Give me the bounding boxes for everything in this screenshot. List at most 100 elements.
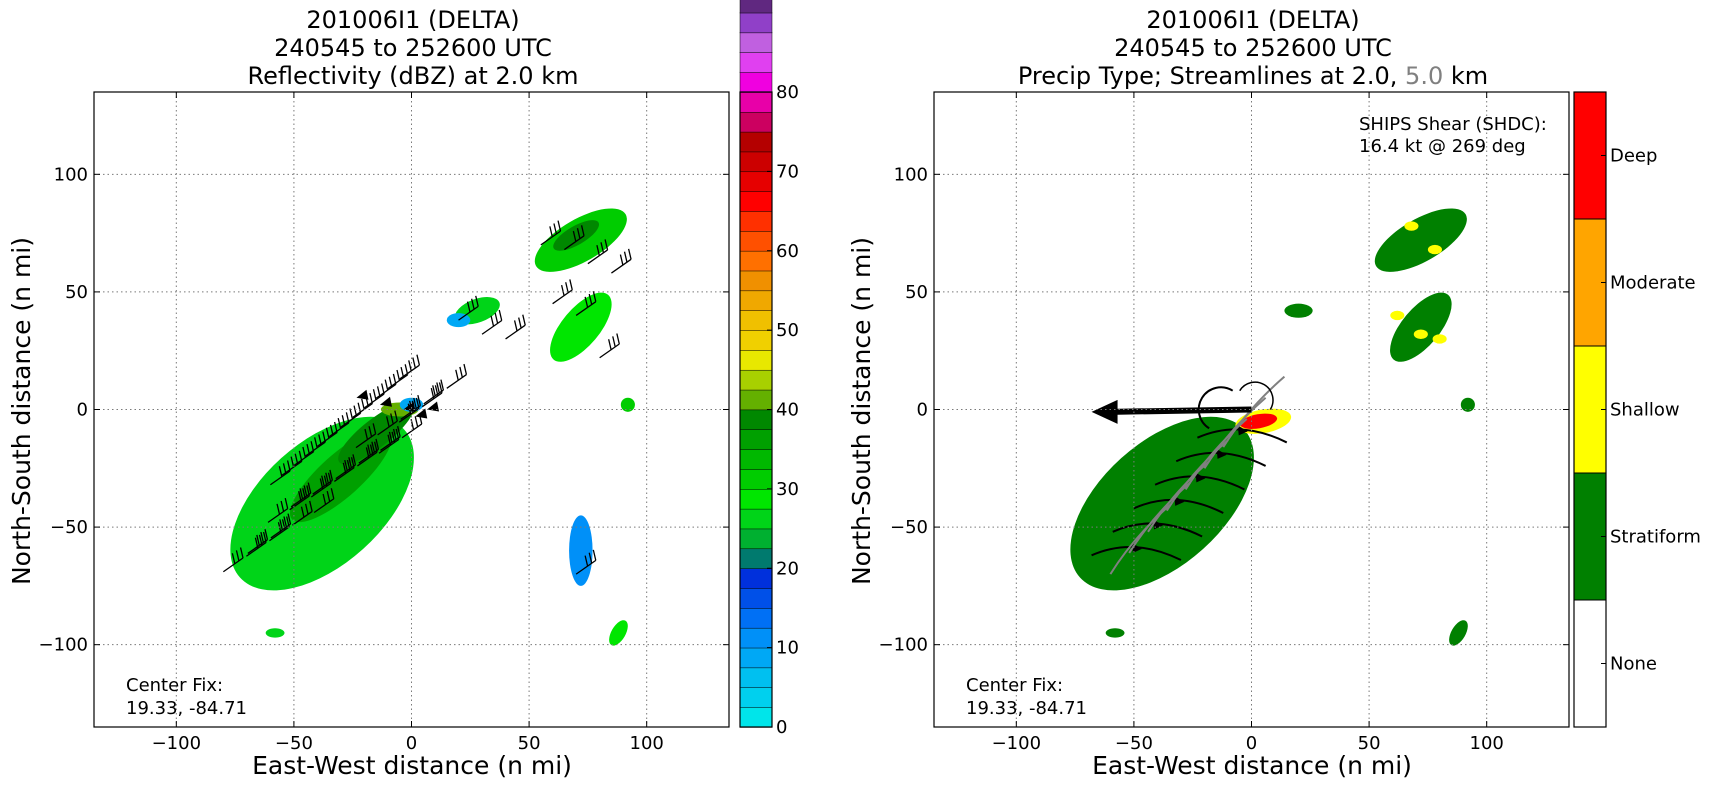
colorbar-bin (739, 32, 773, 53)
wind-barb-feather (368, 426, 373, 437)
wind-barb-feather (322, 493, 327, 505)
wind-barb-feather (349, 408, 354, 420)
colorbar-tick-label: 20 (776, 558, 799, 579)
wind-barb-feather (337, 417, 342, 429)
colorbar-bin (739, 171, 773, 192)
wind-barb-feather (392, 428, 397, 440)
colorbar-bin (739, 448, 773, 470)
wind-barb-feather (264, 529, 269, 540)
streamline-arrow (1195, 472, 1206, 483)
wind-barb-shaft (378, 438, 400, 454)
precip-region (1105, 628, 1125, 638)
wind-barb-shaft (599, 343, 620, 359)
wind-barb-feather (432, 385, 436, 396)
right-y-tick-label: −50 (890, 517, 928, 538)
shear-arrow-head (1091, 399, 1118, 424)
wind-barb-feather (373, 441, 378, 453)
wind-barb-shaft (421, 392, 443, 408)
colorbar-category-label: None (1610, 654, 1657, 675)
wind-barb-feather (235, 550, 240, 562)
wind-barb-shaft (375, 383, 397, 399)
colorbar-category (1573, 91, 1607, 220)
wind-barb (399, 354, 421, 380)
colorbar-bin (739, 687, 773, 708)
reflectivity-colorbar: 0 10 20 30 40 50 60 70 80 (739, 0, 799, 738)
wind-barb-feather (352, 454, 357, 466)
wind-barb-feather (262, 531, 267, 543)
wind-barb-feather (616, 333, 620, 345)
wind-barb-feather (430, 388, 435, 399)
wind-barb (357, 441, 378, 467)
wind-barb-feather (619, 254, 624, 266)
wind-barb (446, 363, 468, 389)
wind-barb-feather (397, 426, 401, 437)
wind-barb (575, 291, 597, 316)
left-y-tick-label: −50 (50, 517, 88, 538)
wind-barb (380, 426, 401, 451)
precip-region (1449, 620, 1468, 646)
colorbar-category-label: Stratiform (1610, 527, 1701, 548)
wind-barb-shaft (305, 441, 326, 457)
colorbar-bin (739, 627, 773, 649)
wind-barb-feather (608, 339, 612, 350)
wind-barb-feather (256, 534, 260, 546)
wind-barb-feather (490, 315, 495, 327)
wind-barb-feather (588, 293, 593, 305)
colorbar-bin (739, 607, 773, 629)
wind-barb-feather (283, 516, 288, 528)
wind-barb-feather (319, 478, 324, 490)
wind-barb-shaft (355, 433, 377, 449)
wind-barb-shaft (398, 407, 420, 423)
wind-barb-feather (364, 428, 369, 440)
colorbar-bin (739, 190, 773, 212)
wind-barb-feather (580, 225, 585, 236)
colorbar-tick-label: 0 (776, 717, 787, 738)
colorbar-category-label: Shallow (1610, 400, 1680, 421)
wind-barb-feather (254, 537, 259, 549)
wind-barb-feather (438, 382, 443, 394)
right-frame (933, 91, 1570, 728)
wind-barb (611, 248, 632, 274)
echo-region (265, 628, 285, 638)
wind-barb (310, 472, 332, 498)
colorbar-bin (739, 369, 773, 391)
colorbar-tick-label: 70 (776, 161, 799, 182)
wind-barb (540, 220, 562, 246)
wind-barb (340, 402, 362, 428)
colorbar-bin (739, 706, 773, 728)
wind-barb-feather (413, 397, 417, 409)
left-x-tick-label: 50 (518, 733, 541, 754)
wind-barb-feather (584, 555, 589, 567)
wind-barb-feather (375, 438, 380, 450)
wind-barb (313, 488, 335, 514)
colorbar-category (1573, 599, 1607, 728)
wind-barb-feather (388, 431, 393, 443)
shear-note-title: SHIPS Shear (SHDC): (1359, 114, 1547, 135)
wind-barb (355, 423, 377, 449)
colorbar-category-label: Deep (1610, 146, 1657, 167)
wind-barb-feather (518, 317, 522, 329)
precip-type-plot-area: −100 −50 0 50 100 −100 −50 0 50 100 (879, 91, 1570, 754)
wind-barb-feather (584, 296, 589, 308)
colorbar-bin (739, 250, 773, 272)
right-x-tick-label: −100 (992, 733, 1041, 754)
precip-region (1239, 413, 1278, 429)
wind-barb-shaft (269, 526, 290, 542)
wind-barb-shaft (313, 498, 335, 514)
wind-barb-feather (346, 459, 351, 471)
left-x-axis-label: East-West distance (n mi) (252, 751, 572, 780)
wind-barb-feather (326, 490, 331, 502)
wind-barb-shaft (333, 467, 355, 482)
wind-barb-feather (592, 549, 597, 561)
colorbar-bin (739, 310, 773, 331)
wind-barb-feather (323, 475, 328, 487)
wind-barb-feather (592, 291, 597, 302)
wind-barb-feather (463, 363, 468, 375)
left-center-fix-value: 19.33, -84.71 (126, 698, 247, 719)
colorbar-frame (1573, 91, 1607, 728)
wind-barb-feather (278, 466, 283, 477)
wind-barb (333, 457, 355, 482)
wind-barb-feather (455, 369, 459, 381)
wind-barb-feather (281, 519, 286, 530)
wind-barb-feather (365, 447, 370, 459)
